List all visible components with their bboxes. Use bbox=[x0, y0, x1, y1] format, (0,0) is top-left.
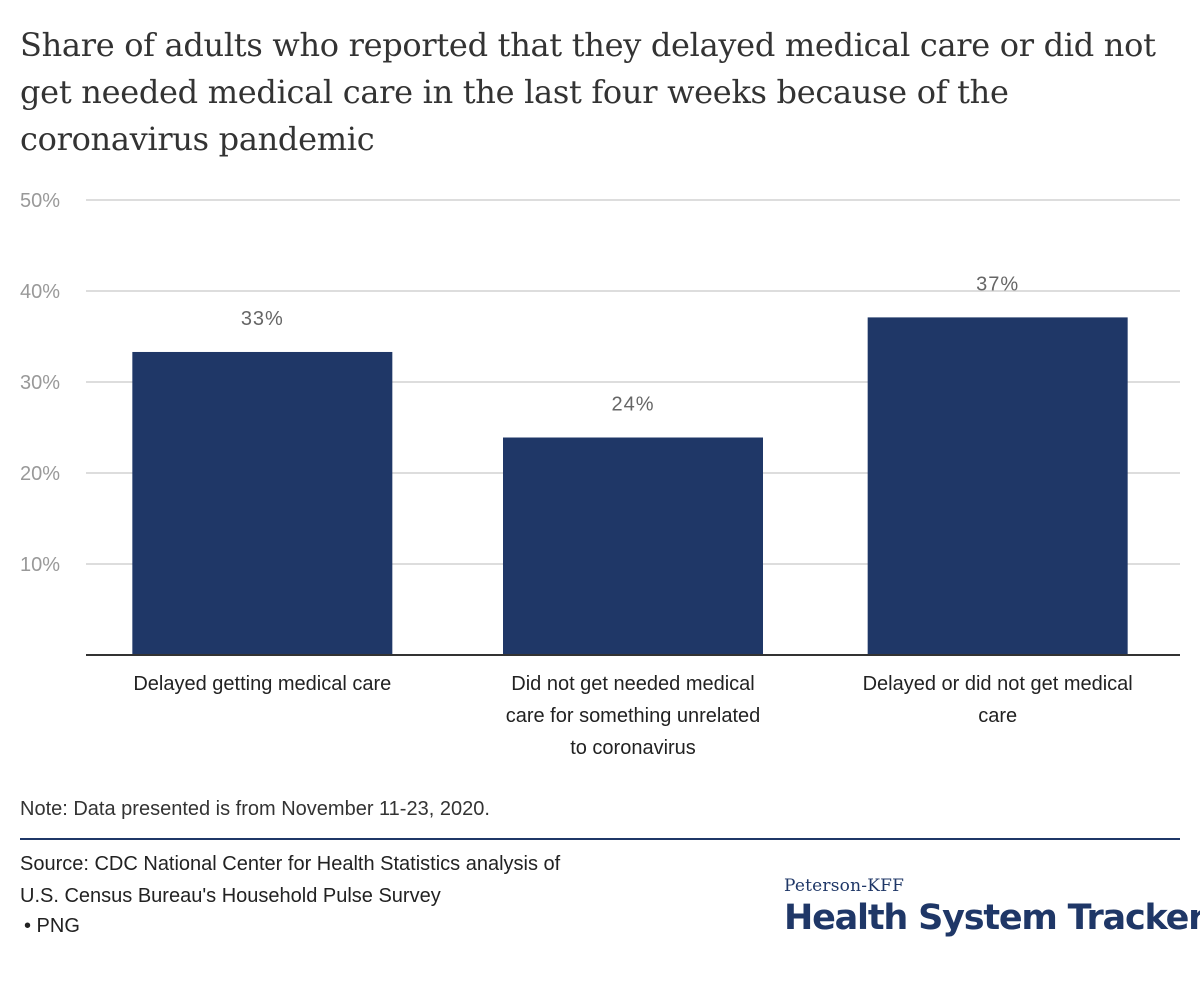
source-line-2: U.S. Census Bureau's Household Pulse Sur… bbox=[20, 885, 441, 907]
y-tick-label: 30% bbox=[20, 372, 60, 394]
data-label: 37% bbox=[976, 273, 1019, 295]
x-category-label: Delayed or did not get medical bbox=[863, 673, 1133, 695]
chart-note: Note: Data presented is from November 11… bbox=[20, 798, 490, 820]
bar bbox=[132, 351, 393, 655]
bar-chart: 10% 20% 30% 40% 50% 33% Delayed getting medica… bbox=[20, 190, 1180, 759]
y-tick-label: 40% bbox=[20, 281, 60, 303]
health-system-tracker-logo: Peterson-KFF Health System Tracker bbox=[784, 876, 1200, 938]
source-line-1: Source: CDC National Center for Health S… bbox=[20, 853, 561, 875]
bar bbox=[867, 317, 1128, 655]
chart-source: Source: CDC National Center for Health S… bbox=[20, 848, 560, 912]
x-category-label: care for something unrelated bbox=[506, 705, 761, 727]
x-category-label: to coronavirus bbox=[570, 737, 696, 759]
bar bbox=[503, 437, 763, 655]
data-label: 24% bbox=[611, 394, 654, 416]
x-category-label: Delayed getting medical care bbox=[133, 673, 391, 695]
chart-title: Share of adults who reported that they d… bbox=[20, 26, 1156, 158]
logo-wordmark: Health System Tracker bbox=[784, 898, 1200, 938]
data-label: 33% bbox=[241, 308, 284, 330]
footer-divider bbox=[20, 838, 1180, 840]
png-download-link[interactable]: • PNG bbox=[24, 915, 80, 937]
y-tick-label: 20% bbox=[20, 463, 60, 485]
x-category-label: care bbox=[978, 705, 1017, 727]
x-category-label: Did not get needed medical bbox=[511, 673, 755, 695]
y-tick-label: 10% bbox=[20, 554, 60, 576]
y-tick-label: 50% bbox=[20, 190, 60, 212]
logo-subtitle: Peterson-KFF bbox=[784, 876, 905, 896]
